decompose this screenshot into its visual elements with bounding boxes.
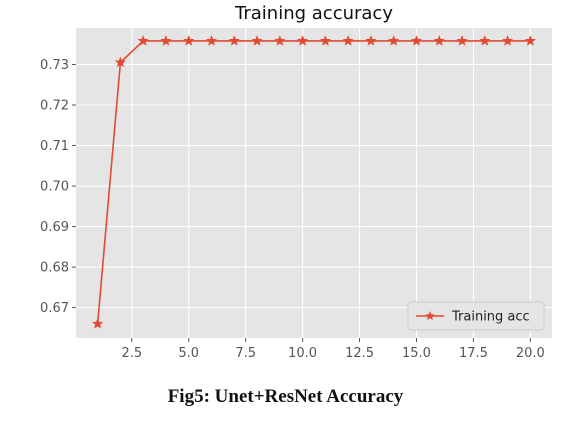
data-point xyxy=(160,35,172,46)
y-tick-label: 0.67 xyxy=(40,301,69,316)
data-point xyxy=(228,35,240,46)
data-point xyxy=(365,35,377,46)
data-point xyxy=(479,35,491,46)
data-point xyxy=(433,35,445,46)
plot-background xyxy=(76,28,552,338)
training-accuracy-chart: Training accuracy 2.5 5.0 7.5 10.0 12.5 15.0 1… xyxy=(40,3,552,361)
data-point xyxy=(319,35,331,46)
legend-label: Training acc xyxy=(451,310,530,325)
data-point xyxy=(410,35,423,46)
legend-marker xyxy=(425,311,435,321)
data-point xyxy=(456,35,468,46)
x-tick-label: 5.0 xyxy=(178,346,199,361)
figure-caption: Fig5: Unet+ResNet Accuracy xyxy=(167,386,404,407)
y-tick-label: 0.71 xyxy=(40,139,69,154)
y-tick-label: 0.70 xyxy=(40,180,69,195)
data-point xyxy=(251,35,263,46)
data-point xyxy=(524,35,536,46)
x-tick-label: 12.5 xyxy=(345,346,374,361)
data-point xyxy=(502,35,514,46)
data-point xyxy=(388,35,400,46)
data-point xyxy=(297,35,309,46)
data-point xyxy=(274,35,286,46)
legend-box xyxy=(407,301,545,331)
x-tick-label: 15.0 xyxy=(402,346,431,361)
data-point xyxy=(183,35,195,46)
chart-title: Training accuracy xyxy=(234,3,393,24)
x-tick-label: 20.0 xyxy=(516,346,545,361)
series-line xyxy=(96,40,531,324)
x-tick-label: 10.0 xyxy=(288,346,317,361)
data-point xyxy=(92,318,104,329)
plot-area: 2.5 5.0 7.5 10.0 12.5 15.0 17.5 20.0 0.67 0.68 0.6… xyxy=(40,28,552,361)
y-tick-label: 0.69 xyxy=(40,220,69,235)
y-tick-label: 0.68 xyxy=(40,261,69,276)
data-point xyxy=(137,35,149,46)
data-point xyxy=(205,35,218,46)
data-point xyxy=(342,35,354,46)
data-point xyxy=(114,56,126,68)
x-tick-label: 17.5 xyxy=(459,346,488,361)
y-tick-label: 0.73 xyxy=(40,58,69,73)
y-tick-label: 0.72 xyxy=(40,98,69,113)
x-tick-label: 7.5 xyxy=(235,346,256,361)
x-tick-label: 2.5 xyxy=(121,346,142,361)
